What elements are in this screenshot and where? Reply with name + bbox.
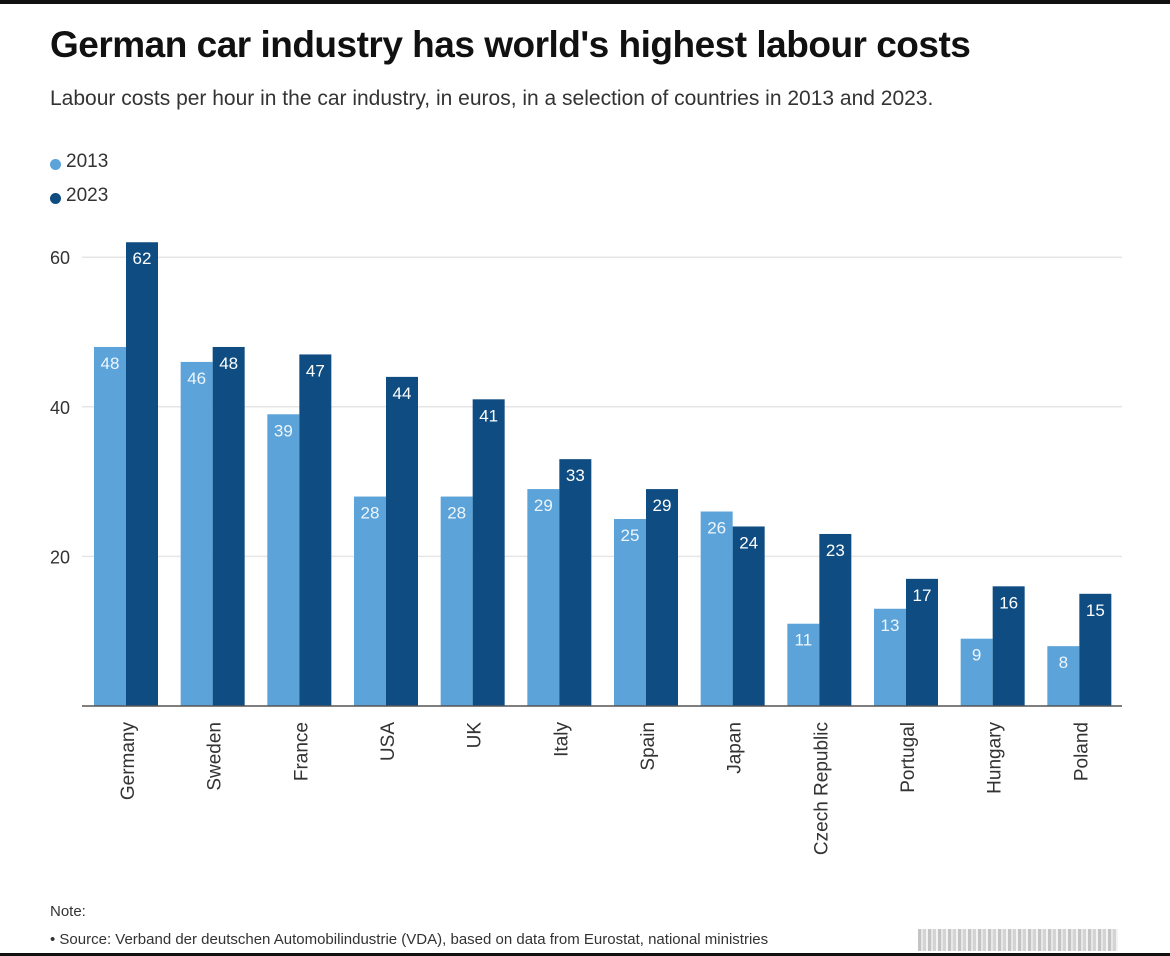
bar-2013-portugal: [874, 608, 906, 706]
x-tick-label-france: France: [291, 722, 312, 781]
bar-2023-hungary: [992, 586, 1025, 706]
bar-2013-sweden: [180, 361, 213, 706]
data-label-2023-spain: 29: [653, 496, 672, 515]
data-label-2013-spain: 25: [621, 526, 640, 545]
bottom-border: [0, 953, 1170, 956]
x-tick-label-uk: UK: [465, 722, 486, 749]
data-label-2023-usa: 44: [393, 384, 412, 403]
legend-item-2023: 2023: [50, 179, 108, 213]
bar-2023-poland: [1079, 593, 1112, 706]
bar-2013-uk: [440, 496, 473, 706]
bar-2023-france: [299, 354, 332, 706]
data-label-2013-sweden: 46: [187, 369, 206, 388]
x-tick-label-hungary: Hungary: [985, 722, 1006, 794]
data-label-2013-portugal: 13: [881, 616, 900, 635]
data-label-2013-poland: 8: [1059, 653, 1068, 672]
data-label-2023-hungary: 16: [999, 593, 1018, 612]
bar-2013-czech-republic: [787, 623, 820, 706]
x-tick-label-germany: Germany: [118, 722, 139, 801]
data-label-2023-czech-republic: 23: [826, 541, 845, 560]
y-tick-label-60: 60: [50, 248, 70, 268]
bar-2023-czech-republic: [819, 533, 852, 706]
data-label-2023-japan: 24: [739, 533, 758, 552]
data-label-2013-italy: 29: [534, 496, 553, 515]
data-label-2023-france: 47: [306, 361, 325, 380]
legend-marker-2013: [50, 158, 61, 170]
bar-2013-italy: [527, 489, 560, 706]
bar-2023-sweden: [212, 346, 245, 706]
data-label-2023-poland: 15: [1086, 601, 1105, 620]
y-tick-label-40: 40: [50, 398, 70, 418]
source-note: • Source: Verband der deutschen Automobi…: [50, 931, 769, 948]
data-label-2023-germany: 62: [133, 249, 152, 268]
bar-2013-usa: [354, 496, 386, 706]
bar-2023-italy: [559, 459, 592, 706]
data-label-2013-czech-republic: 11: [795, 631, 813, 650]
legend-item-2013: 2013: [50, 145, 108, 179]
bar-2023-japan: [732, 526, 765, 706]
bar-2013-spain: [614, 519, 646, 706]
data-label-2023-portugal: 17: [913, 586, 932, 605]
x-tick-label-spain: Spain: [638, 722, 659, 771]
data-label-2013-france: 39: [274, 421, 293, 440]
x-tick-label-czech-republic: Czech Republic: [811, 722, 832, 855]
x-tick-label-italy: Italy: [551, 722, 572, 757]
data-label-2013-hungary: 9: [972, 646, 981, 665]
bar-2013-france: [267, 414, 300, 706]
bar-2013-poland: [1047, 646, 1080, 706]
x-tick-label-portugal: Portugal: [898, 722, 919, 793]
x-tick-label-poland: Poland: [1071, 722, 1092, 781]
bar-2023-usa: [386, 376, 418, 706]
legend-label-2013: 2013: [66, 151, 109, 172]
data-label-2023-italy: 33: [566, 466, 585, 485]
legend-label-2023: 2023: [66, 185, 109, 206]
x-tick-label-sweden: Sweden: [205, 722, 226, 791]
top-border: [0, 0, 1170, 4]
chart-subtitle: Labour costs per hour in the car industr…: [50, 87, 934, 110]
legend-marker-2023: [50, 192, 61, 204]
bar-2023-portugal: [906, 578, 938, 706]
bar-2023-uk: [472, 399, 505, 706]
bar-2023-spain: [646, 489, 678, 706]
data-label-2013-germany: 48: [101, 354, 120, 373]
data-label-2023-uk: 41: [479, 406, 498, 425]
data-label-2023-sweden: 48: [219, 354, 238, 373]
data-label-2013-usa: 28: [361, 504, 380, 523]
bar-2023-germany: [126, 242, 158, 707]
y-tick-label-20: 20: [50, 547, 70, 567]
bar-chart: 20 40 60 48 62 Germany 46 48 Sweden 39 47 France 28 4…: [50, 242, 1122, 855]
bar-2013-hungary: [960, 638, 993, 706]
bar-2013-germany: [94, 346, 126, 706]
watermark: [918, 929, 1118, 951]
bar-2013-japan: [700, 511, 733, 706]
note-label: Note:: [50, 903, 86, 920]
chart-title: German car industry has world's highest …: [50, 24, 971, 65]
x-tick-label-usa: USA: [378, 722, 399, 761]
x-tick-label-japan: Japan: [725, 722, 746, 774]
data-label-2013-japan: 26: [707, 519, 726, 538]
legend: 2013 2023: [50, 145, 108, 213]
data-label-2013-uk: 28: [447, 504, 466, 523]
